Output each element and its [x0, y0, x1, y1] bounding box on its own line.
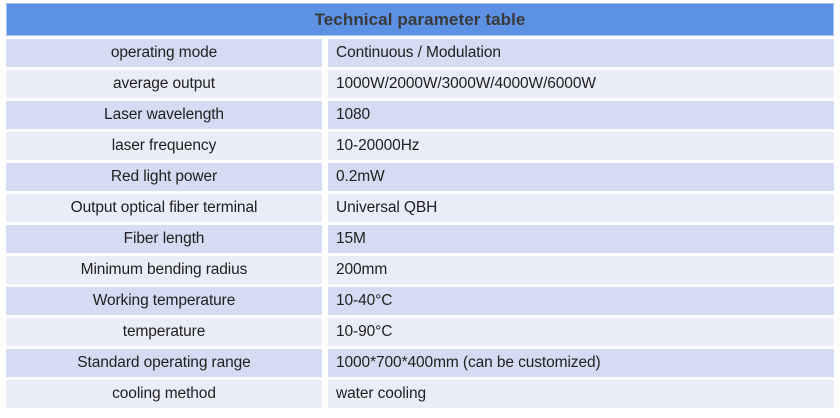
- param-name-cell: operating mode: [6, 39, 322, 67]
- param-name-cell: Minimum bending radius: [6, 256, 322, 284]
- param-value-cell: 1000W/2000W/3000W/4000W/6000W: [328, 70, 834, 98]
- table-row: laser frequency 10-20000Hz: [6, 132, 834, 160]
- table-row: Red light power 0.2mW: [6, 163, 834, 191]
- param-name-cell: temperature: [6, 318, 322, 346]
- param-name-cell: Red light power: [6, 163, 322, 191]
- param-value-cell: Continuous / Modulation: [328, 39, 834, 67]
- param-value-cell: 0.2mW: [328, 163, 834, 191]
- param-name-cell: Working temperature: [6, 287, 322, 315]
- param-name-cell: Laser wavelength: [6, 101, 322, 129]
- param-value-cell: 15M: [328, 225, 834, 253]
- table-header-row: Technical parameter table: [6, 3, 834, 36]
- param-value-cell: water cooling: [328, 380, 834, 408]
- table-title: Technical parameter table: [6, 3, 834, 36]
- param-value-cell: 10-40°C: [328, 287, 834, 315]
- table-row: Standard operating range 1000*700*400mm …: [6, 349, 834, 377]
- param-name-cell: cooling method: [6, 380, 322, 408]
- param-value-cell: 10-20000Hz: [328, 132, 834, 160]
- table-row: Fiber length 15M: [6, 225, 834, 253]
- param-value-cell: 10-90°C: [328, 318, 834, 346]
- param-value-cell: 1000*700*400mm (can be customized): [328, 349, 834, 377]
- param-name-cell: laser frequency: [6, 132, 322, 160]
- param-value-cell: 1080: [328, 101, 834, 129]
- table-row: Working temperature 10-40°C: [6, 287, 834, 315]
- table-row: average output 1000W/2000W/3000W/4000W/6…: [6, 70, 834, 98]
- table-row: temperature 10-90°C: [6, 318, 834, 346]
- param-name-cell: Fiber length: [6, 225, 322, 253]
- param-value-cell: Universal QBH: [328, 194, 834, 222]
- table-row: Laser wavelength 1080: [6, 101, 834, 129]
- param-name-cell: Standard operating range: [6, 349, 322, 377]
- table-row: Minimum bending radius 200mm: [6, 256, 834, 284]
- param-name-cell: Output optical fiber terminal: [6, 194, 322, 222]
- table-row: cooling method water cooling: [6, 380, 834, 408]
- param-value-cell: 200mm: [328, 256, 834, 284]
- table-row: Output optical fiber terminal Universal …: [6, 194, 834, 222]
- param-name-cell: average output: [6, 70, 322, 98]
- table-row: operating mode Continuous / Modulation: [6, 39, 834, 67]
